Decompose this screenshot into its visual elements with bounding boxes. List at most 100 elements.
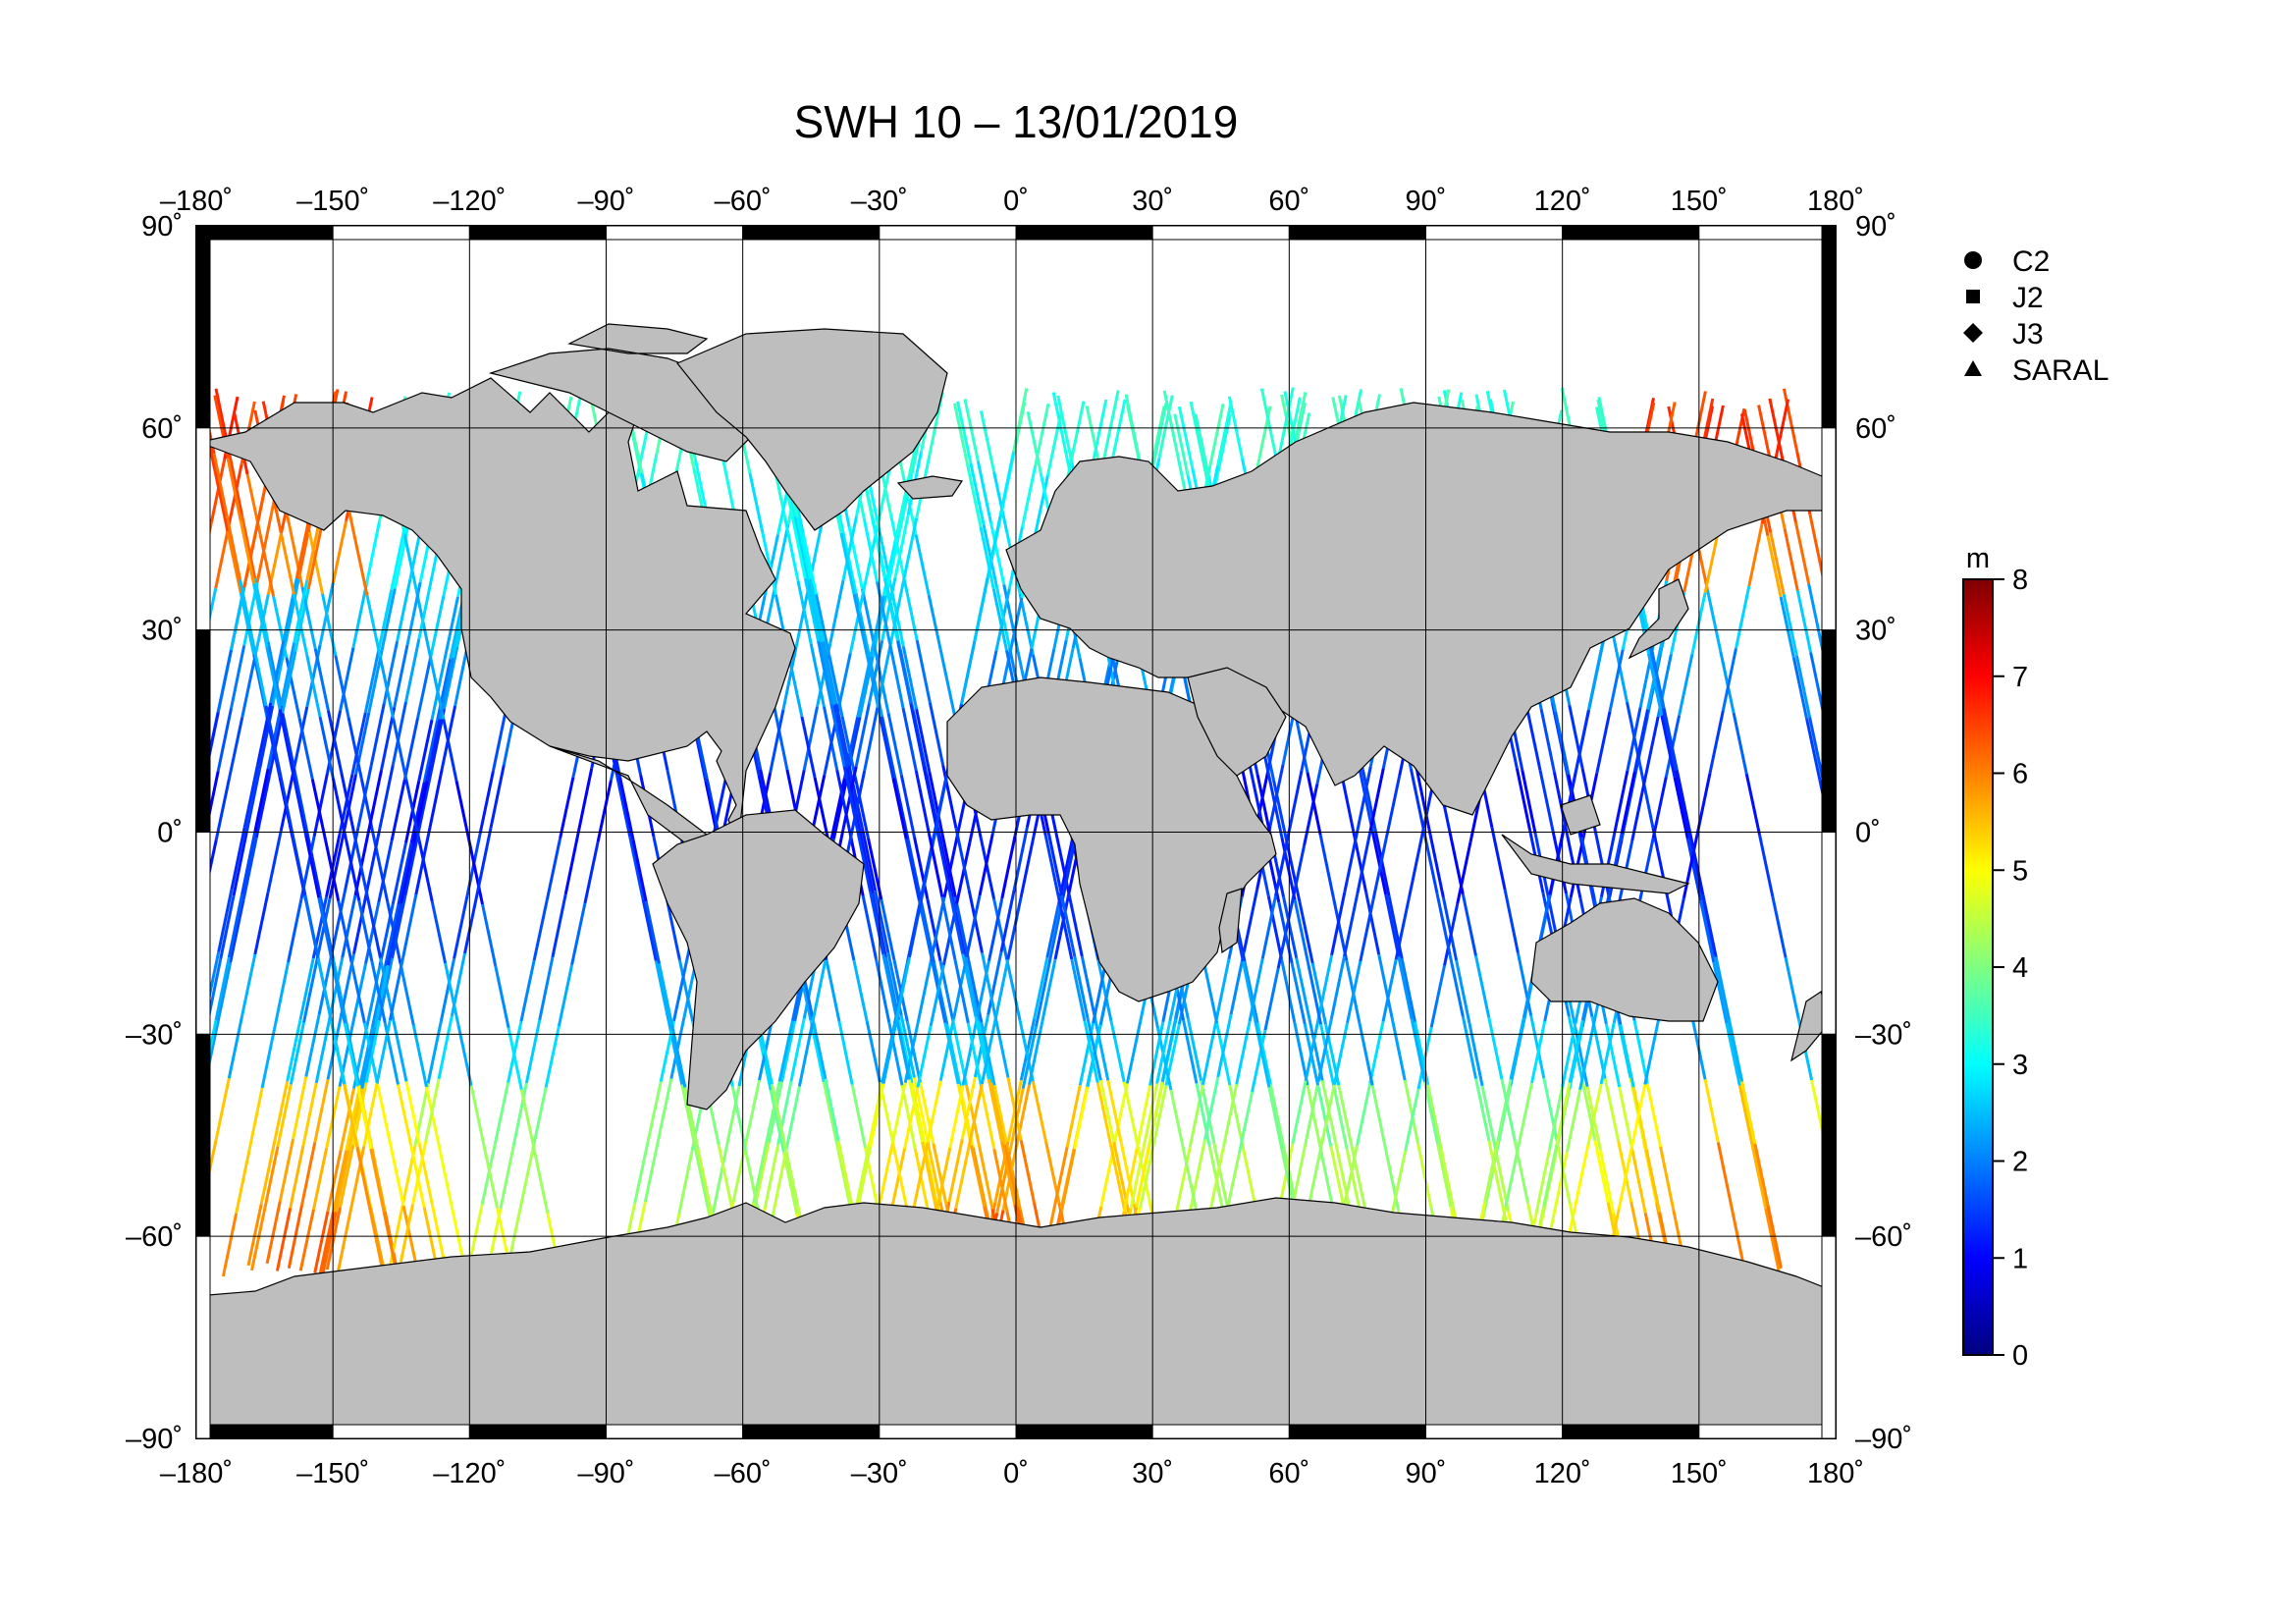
track-segment (1896, 708, 1909, 770)
track-segment (1096, 959, 1113, 1022)
track-segment (899, 1014, 916, 1078)
track-segment (1046, 833, 1064, 896)
track-segment (138, 1146, 151, 1207)
track-segment (1721, 648, 1737, 712)
track-segment (1857, 522, 1870, 584)
track-segment (1242, 889, 1259, 952)
track-segment (1766, 535, 1783, 598)
track-segment (992, 898, 1009, 960)
track-segment (1719, 651, 1735, 714)
track-segment (874, 890, 890, 953)
track-segment (1263, 968, 1280, 1031)
track-segment (301, 1082, 318, 1147)
track-segment (1109, 1020, 1126, 1083)
track-segment (628, 837, 645, 899)
track-segment (273, 1080, 290, 1144)
colorbar-gradient (1962, 578, 1994, 1356)
track-segment (365, 827, 382, 892)
track-segment (960, 640, 977, 705)
track-segment (327, 957, 345, 1021)
frame-segment-top (1425, 225, 1564, 241)
track-segment (1630, 778, 1647, 841)
track-segment (989, 1082, 1006, 1146)
track-segment (242, 524, 259, 588)
track-segment (426, 1020, 443, 1084)
track-segment (875, 469, 891, 532)
lon-label-bottom: –30˚ (851, 1458, 908, 1489)
track-segment (397, 1084, 413, 1147)
track-segment (862, 517, 879, 582)
track-segment (693, 1146, 710, 1210)
track-segment (1646, 646, 1663, 711)
track-segment (904, 839, 921, 901)
track-segment (881, 716, 897, 779)
track-segment (279, 768, 295, 832)
track-segment (1936, 893, 1949, 955)
track-segment (511, 1082, 528, 1147)
track-segment (913, 1148, 930, 1213)
track-segment (665, 897, 681, 961)
track-segment (1404, 1088, 1420, 1152)
track-segment (809, 643, 826, 708)
track-segment (266, 705, 283, 770)
track-segment (1914, 1210, 1927, 1271)
track-segment (901, 517, 919, 582)
lon-label-bottom: 30˚ (1132, 1458, 1173, 1489)
track-segment (284, 578, 300, 643)
track-segment (453, 895, 469, 959)
track-segment (287, 898, 303, 963)
track-segment (266, 830, 283, 893)
track-segment (1513, 1140, 1529, 1204)
track-segment (965, 894, 982, 958)
track-segment (1135, 1144, 1151, 1208)
track-segment (313, 1079, 330, 1143)
track-segment (81, 1085, 94, 1148)
track-segment (1007, 597, 1024, 660)
track-segment (1330, 892, 1347, 956)
colorbar-tick-label: 7 (2012, 662, 2028, 693)
track-segment (854, 1147, 871, 1211)
track-segment (848, 591, 865, 654)
track-segment (948, 1085, 965, 1149)
track-segment (277, 768, 294, 833)
track-segment (731, 1141, 748, 1203)
track-segment (1913, 1079, 1926, 1141)
track-segment (366, 770, 383, 834)
track-segment (1529, 1015, 1546, 1079)
track-segment (349, 1146, 366, 1210)
track-segment (463, 890, 480, 954)
track-segment (1041, 958, 1057, 1023)
track-segment (980, 1085, 996, 1150)
track-segment (896, 640, 913, 704)
track-segment (1208, 1146, 1225, 1211)
track-segment (1345, 1148, 1362, 1212)
track-segment (1067, 893, 1084, 957)
track-segment (730, 1086, 747, 1151)
track-segment (1083, 1020, 1099, 1084)
lat-label-left: –60˚ (126, 1221, 183, 1253)
track-segment (1182, 1020, 1199, 1084)
lat-label-right: 0˚ (1855, 818, 1881, 849)
track-segment (928, 702, 945, 766)
track-segment (808, 578, 826, 642)
land-japan (1628, 578, 1689, 660)
track-segment (1567, 1015, 1584, 1079)
track-segment (151, 1085, 164, 1147)
track-segment (240, 953, 257, 1017)
track-segment (226, 458, 242, 521)
frame-segment-bottom (332, 1424, 470, 1439)
track-segment (1849, 703, 1862, 766)
track-segment (1293, 1021, 1309, 1086)
track-segment (429, 708, 446, 772)
track-segment (824, 1078, 840, 1142)
track-segment (1740, 1081, 1757, 1145)
track-segment (278, 1138, 295, 1202)
track-segment (1235, 1021, 1252, 1085)
circle-marker-icon (1964, 251, 1982, 269)
track-segment (1259, 388, 1277, 453)
track-segment (1496, 1078, 1513, 1142)
track-segment (1005, 959, 1022, 1021)
track-segment (897, 1019, 914, 1084)
track-segment (865, 1020, 881, 1083)
track-segment (1304, 1017, 1320, 1082)
